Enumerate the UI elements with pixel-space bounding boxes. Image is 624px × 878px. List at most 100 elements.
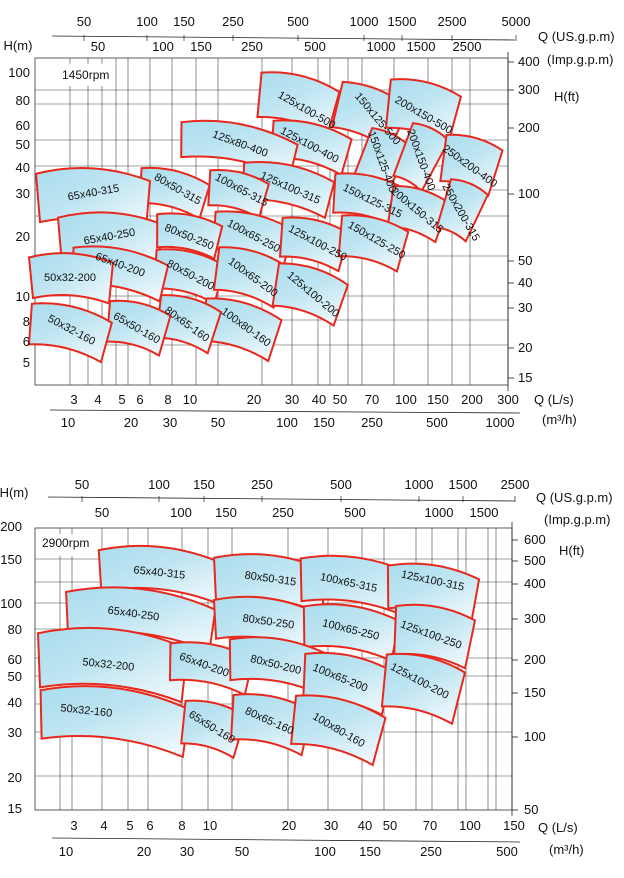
- panel2-top-us-tick: 50: [75, 477, 89, 492]
- panel1-y-tick: 30: [16, 186, 30, 201]
- panel1-bottom-ls-tick: 5: [118, 392, 125, 407]
- panel1-top-imp-tick: 1500: [407, 39, 436, 54]
- panel2-top-us-tick: 100: [148, 477, 170, 492]
- panel1-pump-label: 50x32-200: [44, 272, 96, 284]
- panel1-top-imp-tick: 150: [190, 39, 212, 54]
- panel2-speed-label: 2900rpm: [42, 536, 89, 550]
- panel1-pump-zone-125x100-500: [256, 71, 341, 137]
- panel2-right-tick-label: 150: [524, 685, 546, 700]
- panel1-bottom-ls-tick: 10: [183, 392, 197, 407]
- panel1-top-us-tick: 1000: [350, 14, 379, 29]
- panel2-right-tick-label: 50: [524, 802, 538, 817]
- panel1-bottom-m3h-tick: 50: [211, 415, 225, 430]
- panel2-top-us-tick: 150: [193, 477, 215, 492]
- panel2-bottom-m3h-tick: 100: [314, 844, 336, 859]
- panel1-bottom-ls-tick: 200: [461, 392, 483, 407]
- panel1-bottom-ls-tick: 150: [427, 392, 449, 407]
- panel1-speed-label: 1450rpm: [62, 68, 109, 82]
- panel1-top-us-tick: 250: [222, 14, 244, 29]
- panel2-bottom-ls-tick: 3: [70, 818, 77, 833]
- panel1-top-imp-tick: 250: [241, 39, 263, 54]
- panel2-bottom-ls-label: Q (L/s): [538, 820, 578, 835]
- panel2-top-imp-tick: 50: [95, 505, 109, 520]
- panel2-bottom-ls-tick: 8: [178, 818, 185, 833]
- panel2-y-tick: 100: [0, 596, 22, 611]
- panel1-bottom-axis: [49, 409, 521, 414]
- panel2-y-tick: 40: [8, 695, 22, 710]
- panel2-y-tick: 50: [8, 669, 22, 684]
- panel2-right-label: H(ft): [559, 543, 584, 558]
- panel2-y-tick: 150: [0, 552, 22, 567]
- panel1-right-tick-label: 200: [518, 120, 540, 135]
- panel2-bottom-ls-tick: 100: [459, 818, 481, 833]
- panel1-right-tick-label: 300: [518, 82, 540, 97]
- panel2-bottom-ls-tick: 4: [100, 818, 107, 833]
- panel1-right-tick-label: 100: [518, 186, 540, 201]
- panel1-pump-zone-80x50-315: [138, 166, 211, 221]
- panel1-top-us-tick: 150: [173, 14, 195, 29]
- panel2-rpm-box: [36, 534, 96, 556]
- panel1-rpm-box: [56, 64, 114, 86]
- panel2-pump-label: 65x40-315: [133, 564, 186, 581]
- panel1-top-imp-tick: 50: [91, 39, 105, 54]
- panel2-bottom-m3h-tick: 250: [420, 844, 442, 859]
- panel2-y-tick: 30: [8, 725, 22, 740]
- panel2-bottom-ls-tick: 70: [423, 818, 437, 833]
- panel2-bottom-m3h-tick: 20: [137, 844, 151, 859]
- panel2-bottom-m3h-label: (m³/h): [549, 842, 584, 857]
- panel1-y-tick: 50: [16, 137, 30, 152]
- panel2-pump-zone-100x80-160: [290, 694, 387, 767]
- panel2-top-axis: [47, 496, 516, 502]
- panel2-bottom-ls-tick: 20: [282, 818, 296, 833]
- panel1-bottom-ls-label: Q (L/s): [534, 392, 574, 407]
- panel1-top-imp-tick: 2500: [453, 39, 482, 54]
- panel1-pump-zone-65x50-160: [105, 299, 172, 357]
- panel1-bottom-ls-tick: 40: [312, 392, 326, 407]
- panel1-bottom-ls-tick: 3: [70, 392, 77, 407]
- panel1-y-tick: 20: [16, 229, 30, 244]
- panel2-bottom-m3h-tick: 150: [359, 844, 381, 859]
- panel1-top-axis: [51, 35, 516, 41]
- panel1-top-us-tick: 1500: [388, 14, 417, 29]
- panel1-top-imp-label: (Imp.g.p.m): [547, 52, 613, 67]
- panel2-top-imp-tick: 500: [344, 505, 366, 520]
- panel2-bottom-m3h-tick: 10: [59, 844, 73, 859]
- panel2-bottom-m3h-tick: 500: [496, 844, 518, 859]
- panel1-top-imp-tick: 1000: [367, 39, 396, 54]
- panel2-y-tick: 15: [8, 801, 22, 816]
- panel1-bottom-ls-tick: 50: [333, 392, 347, 407]
- panel2-top-imp-tick: 100: [170, 505, 192, 520]
- panel1-bottom-m3h-tick: 1000: [486, 415, 515, 430]
- panel2-bottom-ls-tick: 40: [358, 818, 372, 833]
- panel1-right-tick-label: 40: [518, 275, 532, 290]
- panel2-top-imp-tick: 150: [215, 505, 237, 520]
- panel2-bottom-ls-tick: 50: [383, 818, 397, 833]
- panel1-bottom-ls-tick: 20: [247, 392, 261, 407]
- panel2-top-us-tick: 500: [330, 477, 352, 492]
- panel1-pump-zone-250x200-315: [435, 178, 490, 244]
- panel1-bottom-ls-tick: 4: [94, 392, 101, 407]
- panel1-y-tick: 40: [16, 160, 30, 175]
- panel2-right-tick-label: 400: [524, 576, 546, 591]
- panel2-bottom-m3h-tick: 30: [180, 844, 194, 859]
- panel1-top-imp-tick: 500: [304, 39, 326, 54]
- panel2-right-tick-label: 500: [524, 553, 546, 568]
- panel1-bottom-m3h-tick: 500: [426, 415, 448, 430]
- panel1-bottom-ls-tick: 30: [285, 392, 299, 407]
- panel1-top-us-tick: 500: [287, 14, 309, 29]
- panel1-right-tick-label: 15: [518, 370, 532, 385]
- panel2-pump-label: 50x32-200: [82, 656, 135, 673]
- panel1-top-us-tick: 2500: [438, 14, 467, 29]
- panel2-pump-zone-50x32-160: [39, 685, 191, 759]
- panel1-right-label: H(ft): [554, 89, 579, 104]
- panel1-bottom-m3h-tick: 30: [163, 415, 177, 430]
- panel1-y-label: H(m): [4, 38, 33, 53]
- panel2-bottom-m3h-tick: 50: [235, 844, 249, 859]
- panel1-pump-zone-125x100-200: [271, 262, 350, 328]
- panel2-pump-label: 50x32-160: [60, 702, 113, 719]
- panel1-right-tick-label: 50: [518, 253, 532, 268]
- panel1-right-tick-label: 20: [518, 340, 532, 355]
- panel2-top-imp-tick: 1000: [425, 505, 454, 520]
- panel1-bottom-m3h-tick: 150: [313, 415, 335, 430]
- panel1-top-us-tick: 100: [136, 14, 158, 29]
